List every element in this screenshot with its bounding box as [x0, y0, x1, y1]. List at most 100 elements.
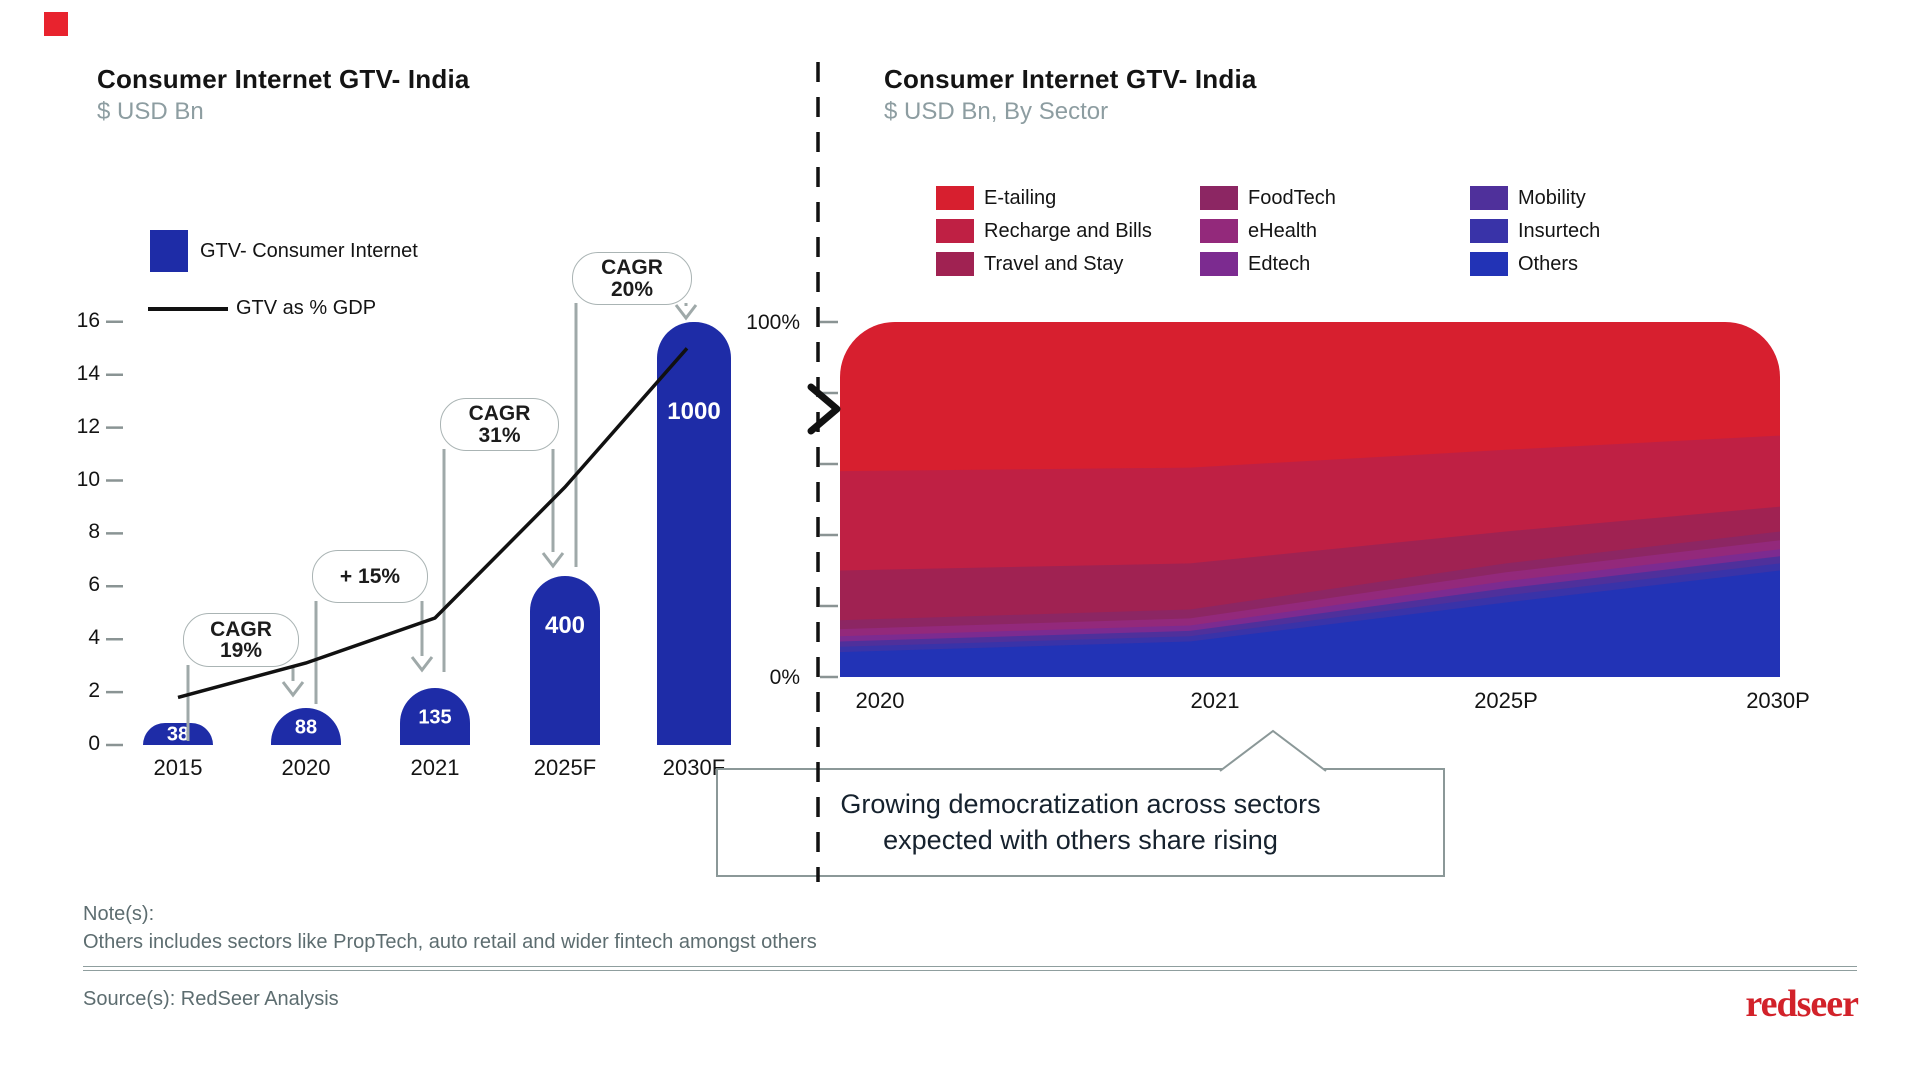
area-layer-E-tailing — [840, 322, 1780, 677]
down-arrow-icon — [281, 681, 305, 698]
sector-legend-item: Insurtech — [1470, 219, 1600, 243]
sector-legend-item: Edtech — [1200, 252, 1310, 276]
left-y-tick-label: 10 — [76, 467, 100, 491]
cagr-bubble: CAGR 20% — [572, 252, 692, 305]
sector-legend-item: eHealth — [1200, 219, 1317, 243]
sector-legend-label: FoodTech — [1248, 186, 1336, 209]
left-x-tick-label: 2021 — [410, 755, 460, 780]
cagr-bubble: + 15% — [312, 550, 428, 603]
right-x-tick-label: 2020 — [855, 688, 905, 713]
sector-legend-label: E-tailing — [984, 186, 1057, 209]
sector-legend-swatch — [1200, 219, 1238, 243]
cagr-bubble-text: + 15% — [339, 564, 401, 588]
sector-legend-swatch — [1470, 252, 1508, 276]
left-y-tick-label: 12 — [76, 414, 100, 438]
sector-legend-item: Mobility — [1470, 186, 1586, 210]
sector-legend-item: E-tailing — [936, 186, 1056, 210]
slide-corner-marker — [44, 12, 68, 36]
callout-line-2: expected with others share rising — [883, 824, 1278, 855]
gtv-bar-2030F — [657, 322, 731, 745]
gtv-bar-2015 — [143, 723, 213, 745]
cagr-bubble-text: 31% — [478, 423, 521, 447]
bar-value-label: 38 — [166, 723, 190, 746]
area-layer-Others — [840, 570, 1780, 677]
left-x-tick-label: 2030F — [662, 755, 726, 780]
sector-legend-label: eHealth — [1248, 219, 1317, 242]
right-x-tick-label: 2030P — [1746, 688, 1810, 713]
sector-legend-item: Travel and Stay — [936, 252, 1123, 276]
bar-value-label: 88 — [294, 716, 318, 738]
sector-legend-item: FoodTech — [1200, 186, 1336, 210]
left-y-tick-label: 8 — [88, 520, 100, 544]
bar-value-label: 400 — [544, 612, 586, 639]
callout-caret-icon — [1219, 729, 1327, 772]
down-arrow-icon — [674, 304, 698, 321]
left-y-tick-label: 6 — [88, 573, 100, 597]
redseer-logo: redseer — [1745, 983, 1859, 1025]
cagr-bubble-text: 19% — [219, 639, 263, 662]
source-text: Source(s): RedSeer Analysis — [83, 988, 339, 1010]
area-layer-Insurtech — [840, 563, 1780, 677]
sector-legend-swatch — [1470, 186, 1508, 210]
down-arrow-icon — [410, 656, 434, 673]
left-y-tick-label: 0 — [88, 732, 100, 755]
left-x-tick-label: 2020 — [281, 755, 331, 780]
sector-legend-label: Mobility — [1518, 186, 1586, 209]
bar-value-label: 135 — [418, 706, 452, 728]
right-y-bottom-label: 0% — [769, 666, 800, 689]
legend-line-label: GTV as % GDP — [236, 297, 377, 319]
right-chart-subtitle: $ USD Bn, By Sector — [884, 98, 1109, 125]
bar-value-label: 1000 — [667, 398, 721, 425]
left-y-tick-label: 16 — [76, 308, 100, 332]
sector-legend-swatch — [936, 219, 974, 243]
stacked-area-plot — [840, 322, 1780, 677]
footer-divider — [83, 966, 1857, 971]
sector-legend-label: Others — [1518, 252, 1579, 275]
area-layer-Travel and Stay — [840, 506, 1780, 677]
sector-legend-label: Recharge and Bills — [984, 219, 1152, 242]
note-label: Note(s): — [83, 903, 155, 925]
sector-legend-swatch — [1200, 186, 1238, 210]
sector-legend-label: Travel and Stay — [984, 252, 1124, 275]
legend-bar-swatch — [150, 230, 188, 272]
legend-line-swatch — [148, 307, 228, 311]
gtv-bar-2025F — [530, 576, 600, 745]
sector-legend-swatch — [936, 252, 974, 276]
left-y-tick-label: 4 — [88, 626, 100, 650]
area-layer-Edtech — [840, 549, 1780, 677]
area-layer-Mobility — [840, 556, 1780, 677]
left-chart-subtitle: $ USD Bn — [97, 98, 204, 125]
right-x-tick-label: 2025P — [1474, 688, 1538, 713]
sector-legend-item: Recharge and Bills — [936, 219, 1152, 243]
left-chart-title: Consumer Internet GTV- India — [97, 64, 470, 94]
cagr-bubble-text: CAGR — [210, 617, 272, 641]
cagr-bubble: CAGR 19% — [183, 613, 299, 667]
right-chart-title: Consumer Internet GTV- India — [884, 64, 1257, 94]
chevron-right-icon — [807, 383, 841, 435]
area-layer-Recharge and Bills — [840, 435, 1780, 677]
cagr-bubble: CAGR 31% — [440, 398, 559, 451]
note-text: Others includes sectors like PropTech, a… — [83, 931, 817, 953]
cagr-bubble-text: CAGR — [468, 402, 531, 426]
sector-legend-swatch — [1470, 219, 1508, 243]
sector-legend-label: Insurtech — [1518, 219, 1601, 242]
sector-legend-item: Others — [1470, 252, 1578, 276]
right-x-tick-label: 2021 — [1190, 688, 1240, 713]
area-layer-eHealth — [840, 540, 1780, 677]
cagr-bubble-text: CAGR — [601, 256, 663, 280]
area-layer-FoodTech — [840, 531, 1780, 677]
sector-legend-swatch — [936, 186, 974, 210]
left-y-tick-label: 14 — [76, 361, 100, 385]
left-x-tick-label: 2015 — [153, 755, 203, 780]
cagr-bubble-text: 20% — [610, 277, 654, 301]
sector-legend-swatch — [1200, 252, 1238, 276]
down-arrow-icon — [541, 552, 565, 569]
left-x-tick-label: 2025F — [533, 755, 597, 780]
legend-bar-label: GTV- Consumer Internet — [200, 240, 418, 262]
callout-box: Growing democratization across sectors e… — [716, 768, 1445, 877]
callout-line-1: Growing democratization across sectors — [840, 788, 1321, 819]
sector-legend-label: Edtech — [1248, 252, 1311, 275]
left-y-tick-label: 2 — [88, 679, 100, 703]
